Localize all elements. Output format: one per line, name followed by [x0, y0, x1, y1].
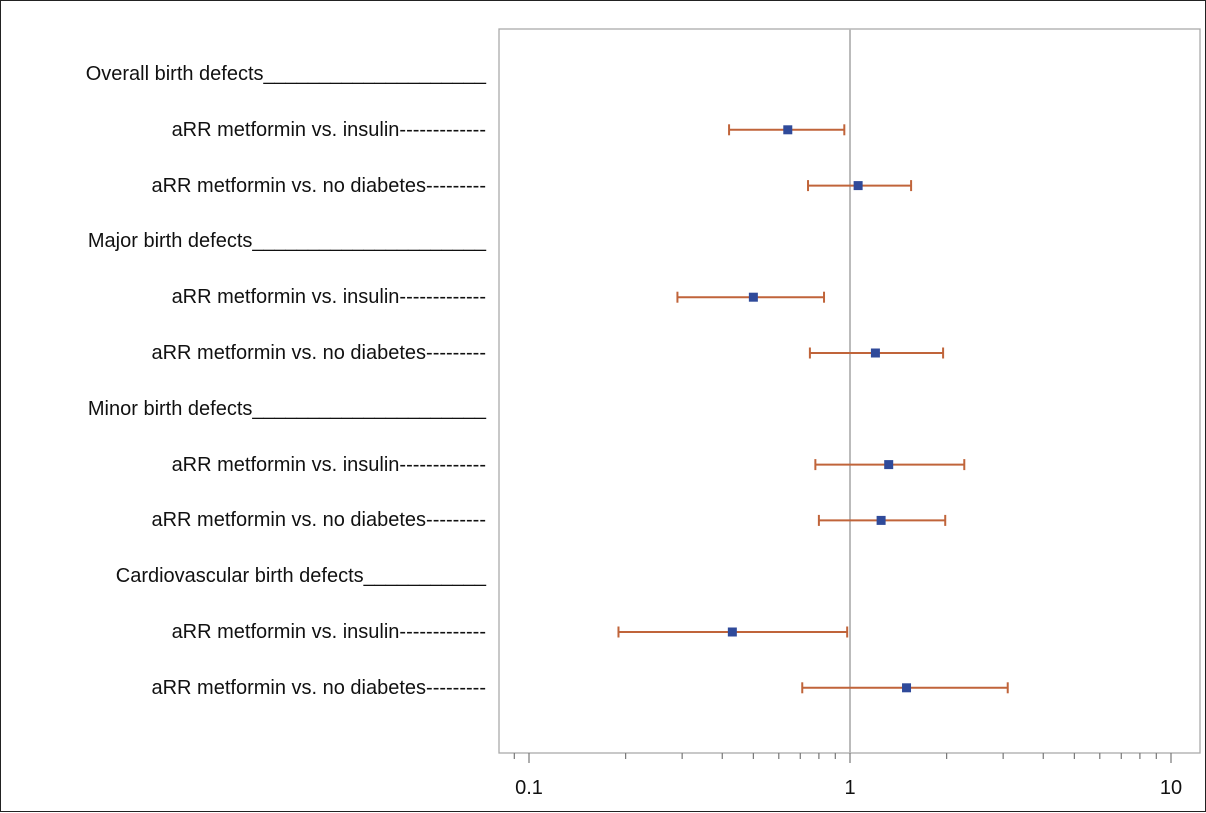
comparison-label: aRR metformin vs. insulin------------- — [171, 453, 486, 476]
group-header-label: Major birth defects_____________________ — [87, 230, 486, 253]
point-estimate-marker — [870, 348, 880, 358]
point-estimate-marker — [727, 627, 737, 637]
comparison-label: aRR metformin vs. no diabetes--------- — [151, 509, 486, 532]
group-header-label: Cardiovascular birth defects___________ — [115, 565, 486, 588]
group-header-label: Minor birth defects_____________________ — [87, 397, 486, 420]
point-estimate-marker — [783, 125, 793, 135]
comparison-label: aRR metformin vs. no diabetes--------- — [151, 174, 486, 197]
x-tick-label: 0.1 — [515, 777, 543, 799]
comparison-label: aRR metformin vs. insulin------------- — [171, 286, 486, 309]
point-estimate-marker — [902, 683, 912, 693]
comparison-label: aRR metformin vs. insulin------------- — [171, 621, 486, 643]
comparison-label: aRR metformin vs. insulin------------- — [171, 118, 486, 141]
point-estimate-marker — [853, 181, 863, 191]
point-estimate-marker — [748, 292, 758, 302]
comparison-label: aRR metformin vs. no diabetes--------- — [151, 342, 486, 364]
comparison-label: aRR metformin vs. no diabetes--------- — [151, 676, 486, 699]
x-tick-label: 10 — [1160, 777, 1182, 799]
point-estimate-marker — [876, 515, 886, 525]
point-estimate-marker — [884, 460, 894, 470]
x-tick-label: 1 — [844, 777, 855, 799]
group-header-label: Overall birth defects___________________… — [85, 63, 486, 85]
